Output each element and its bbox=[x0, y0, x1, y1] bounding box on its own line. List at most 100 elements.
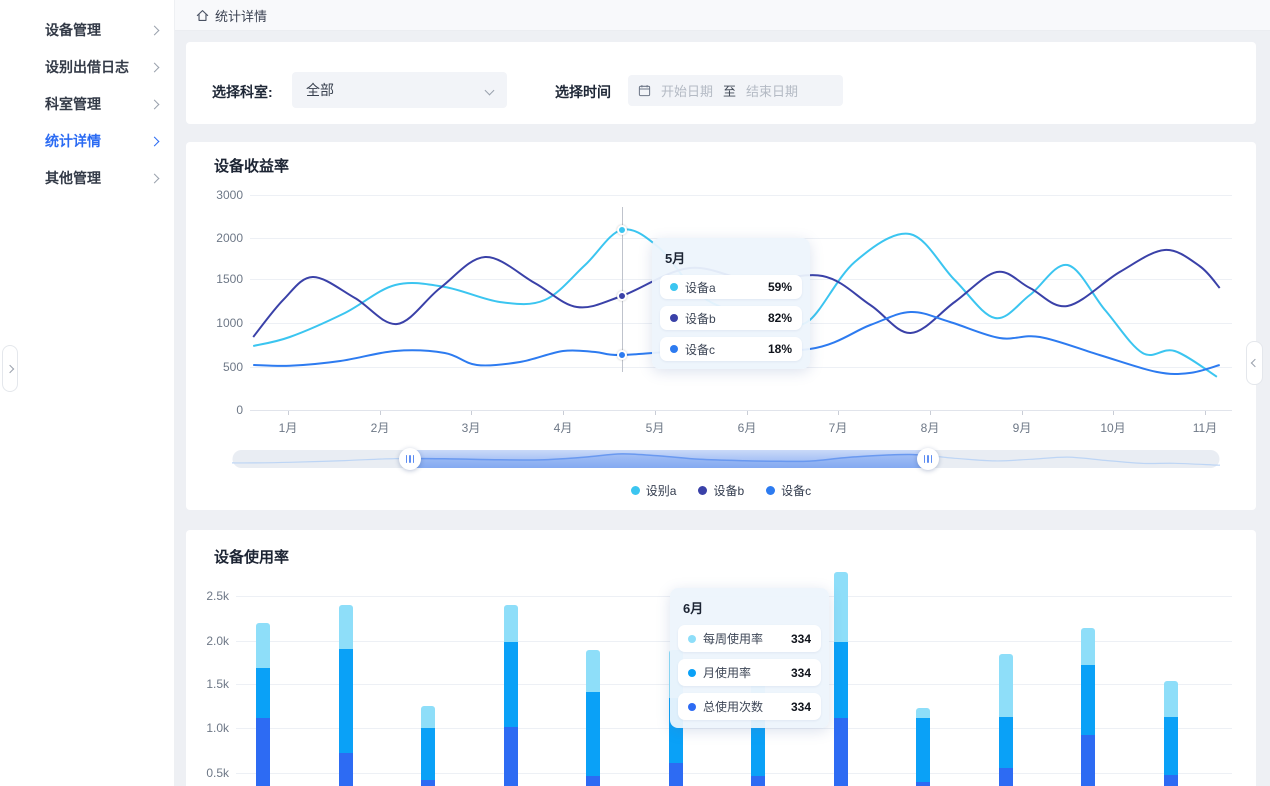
tooltip-row: 每周使用率 334 bbox=[678, 625, 821, 652]
bar-segment-total bbox=[1163, 774, 1178, 786]
sidebar-item-lending-log[interactable]: 设别出借日志 bbox=[0, 49, 174, 85]
department-select[interactable]: 全部 bbox=[292, 72, 507, 108]
bar-segment-monthly bbox=[256, 668, 270, 718]
breadcrumb[interactable]: 统计详情 bbox=[195, 6, 267, 25]
bar-segment-monthly bbox=[1163, 716, 1178, 775]
usage-chart-title: 设备使用率 bbox=[214, 549, 290, 566]
stacked-bar[interactable] bbox=[256, 623, 270, 786]
bar-segment-monthly bbox=[503, 641, 518, 728]
series-color-dot bbox=[670, 283, 678, 291]
series-color-dot bbox=[670, 345, 678, 353]
sidebar-item-department-management[interactable]: 科室管理 bbox=[0, 86, 174, 122]
tooltip-series-name: 总使用次数 bbox=[703, 700, 764, 714]
date-range-picker[interactable]: 开始日期 至 结束日期 bbox=[628, 75, 843, 106]
tooltip-row: 设备c 18% bbox=[660, 337, 802, 361]
chevron-right-icon bbox=[149, 173, 160, 183]
sidebar-expand-button[interactable] bbox=[2, 345, 18, 392]
stacked-bar[interactable] bbox=[998, 654, 1013, 786]
stacked-bar[interactable] bbox=[503, 604, 518, 786]
series-color-dot bbox=[688, 702, 696, 711]
x-tick-label: 4月 bbox=[553, 421, 573, 435]
usage-chart-tooltip: 6月 每周使用率 334 月使用率 334 总使用次数 334 bbox=[670, 588, 829, 728]
bar-segment-weekly bbox=[503, 604, 518, 642]
tooltip-series-name: 每周使用率 bbox=[703, 632, 764, 646]
gridline bbox=[236, 728, 1232, 729]
breadcrumb-bar: 统计详情 bbox=[175, 0, 1270, 31]
date-separator: 至 bbox=[723, 84, 737, 99]
legend-label: 设别a bbox=[645, 484, 677, 498]
sidebar-item-label: 设备管理 bbox=[45, 22, 101, 38]
bar-segment-weekly bbox=[421, 706, 435, 729]
tooltip-series-value: 334 bbox=[790, 631, 811, 646]
series-color-dot bbox=[688, 634, 696, 643]
x-axis-tick bbox=[288, 411, 289, 415]
datazoom-left-handle[interactable] bbox=[399, 448, 421, 470]
x-axis-tick bbox=[1113, 411, 1115, 415]
x-axis-tick bbox=[563, 411, 565, 415]
tooltip-title: 5月 bbox=[665, 251, 686, 266]
bar-segment-weekly bbox=[1163, 680, 1178, 717]
tooltip-row: 设备b 82% bbox=[660, 306, 802, 330]
y-tick-label: 500 bbox=[222, 360, 243, 374]
tooltip-row: 设备a 59% bbox=[660, 275, 802, 299]
legend-item-series-b[interactable]: 设备b bbox=[698, 482, 744, 499]
y-tick-label: 0 bbox=[236, 403, 243, 417]
sidebar-item-label: 设别出借日志 bbox=[45, 59, 129, 75]
department-select-value: 全部 bbox=[306, 82, 334, 98]
x-axis-tick bbox=[471, 411, 473, 415]
x-tick-label: 11月 bbox=[1192, 421, 1218, 435]
stacked-bar[interactable] bbox=[916, 707, 930, 786]
bar-segment-weekly bbox=[916, 707, 930, 718]
sidebar-item-other-management[interactable]: 其他管理 bbox=[0, 160, 174, 196]
sidebar-item-device-management[interactable]: 设备管理 bbox=[0, 12, 174, 48]
y-tick-label: 2000 bbox=[216, 231, 243, 245]
bar-segment-weekly bbox=[998, 654, 1013, 717]
y-tick-label: 1.5k bbox=[206, 677, 229, 691]
datazoom-slider-track[interactable] bbox=[232, 448, 1220, 472]
bar-segment-monthly bbox=[586, 692, 600, 776]
bar-segment-weekly bbox=[256, 623, 270, 669]
x-tick-label: 1月 bbox=[278, 421, 298, 435]
bar-segment-total bbox=[421, 780, 435, 786]
legend-item-series-c[interactable]: 设备c bbox=[766, 482, 811, 499]
sidebar-item-statistics-detail[interactable]: 统计详情 bbox=[0, 123, 174, 159]
tooltip-series-value: 82% bbox=[767, 311, 792, 325]
chevron-right-icon bbox=[149, 136, 160, 146]
stacked-bar[interactable] bbox=[421, 706, 435, 786]
stacked-bar[interactable] bbox=[1163, 680, 1178, 786]
x-tick-label: 6月 bbox=[737, 421, 757, 435]
stacked-bar[interactable] bbox=[586, 649, 600, 786]
bar-segment-weekly bbox=[1081, 627, 1095, 665]
bar-segment-monthly bbox=[833, 641, 848, 718]
stacked-bar[interactable] bbox=[1081, 627, 1095, 786]
end-date-input[interactable]: 结束日期 bbox=[746, 84, 799, 99]
y-tick-label: 1000 bbox=[216, 316, 243, 330]
x-tick-label: 7月 bbox=[828, 421, 848, 435]
x-tick-label: 9月 bbox=[1012, 421, 1032, 435]
stacked-bar[interactable] bbox=[338, 604, 353, 786]
y-tick-label: 0.5k bbox=[206, 766, 229, 780]
bar-segment-total bbox=[586, 775, 600, 786]
series-a-marker-dot bbox=[616, 224, 627, 235]
tooltip-series-value: 334 bbox=[790, 699, 811, 714]
gridline bbox=[236, 773, 1232, 774]
tooltip-row: 总使用次数 334 bbox=[678, 693, 821, 720]
legend-label: 设备c bbox=[781, 484, 812, 498]
gridline bbox=[250, 195, 1232, 196]
x-tick-label: 10月 bbox=[1100, 421, 1126, 435]
x-axis-tick bbox=[1021, 411, 1023, 415]
bar-segment-weekly bbox=[833, 572, 848, 642]
bar-segment-monthly bbox=[338, 648, 353, 753]
sidebar-item-label: 其他管理 bbox=[45, 170, 101, 186]
bar-segment-monthly bbox=[998, 716, 1013, 768]
panel-collapse-button[interactable] bbox=[1246, 341, 1263, 385]
hover-indicator-line bbox=[622, 207, 623, 372]
legend-item-series-a[interactable]: 设别a bbox=[630, 482, 677, 499]
series-b-marker-dot bbox=[616, 290, 627, 301]
stacked-bar[interactable] bbox=[833, 572, 848, 786]
tooltip-series-name: 设备a bbox=[685, 280, 716, 295]
series-c-marker-dot bbox=[616, 350, 627, 361]
datazoom-right-handle[interactable] bbox=[917, 448, 939, 470]
start-date-input[interactable]: 开始日期 bbox=[661, 84, 714, 99]
